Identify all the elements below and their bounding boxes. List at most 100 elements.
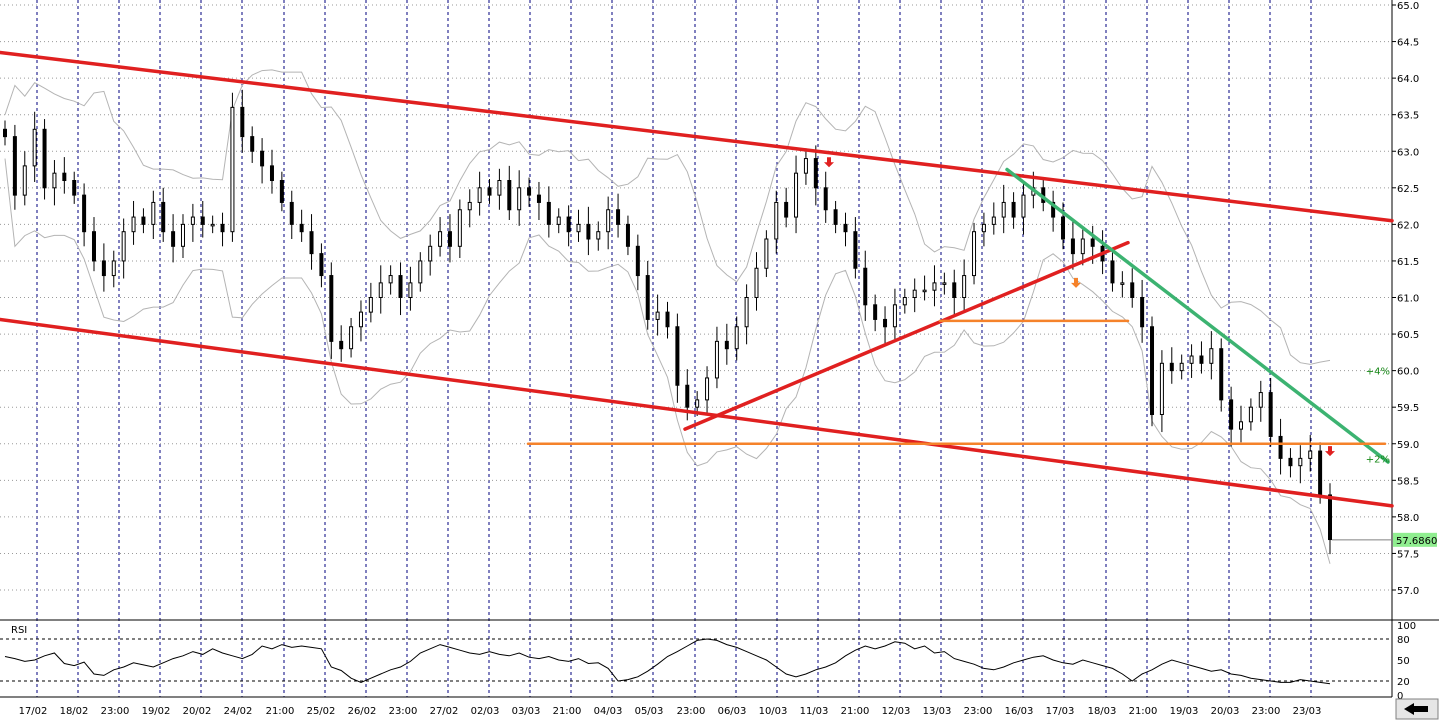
candle-body <box>764 238 769 269</box>
candle-body <box>586 223 591 240</box>
rsi-panel: RSI 100 80 50 20 0 <box>0 621 1416 702</box>
candle-body <box>62 172 67 181</box>
percent-annotation: +2% <box>1366 454 1390 465</box>
candle-body <box>1080 238 1085 255</box>
rsi-level-label: 100 <box>1397 621 1416 632</box>
candle-body <box>507 180 512 211</box>
time-tick-label: 23:00 <box>964 706 993 717</box>
candle-body <box>546 201 551 225</box>
candle-body <box>1159 362 1164 415</box>
bollinger-lower <box>4 158 1331 564</box>
candle-body <box>210 223 215 227</box>
candle-body <box>1090 238 1095 247</box>
candle-body <box>754 267 759 298</box>
price-tick-label: 60.5 <box>1397 330 1419 341</box>
scroll-left-button[interactable] <box>1395 698 1439 720</box>
left-arrow-icon[interactable] <box>1404 703 1428 715</box>
candle-body <box>813 158 818 189</box>
candle-body <box>645 275 650 320</box>
candle-body <box>823 187 828 211</box>
price-tick-label: 60.0 <box>1397 367 1419 378</box>
candle-body <box>942 282 947 285</box>
last-price-badge-bg <box>1393 532 1437 547</box>
candle-body <box>803 158 808 174</box>
price-axis: 65.0 64.5 64.0 63.5 63.0 62.5 62.0 61.5 61.0 60.5… <box>1392 1 1419 597</box>
candle-body <box>536 194 541 203</box>
candle-body <box>91 231 96 262</box>
candle-body <box>1150 326 1155 415</box>
price-tick-label: 58.0 <box>1397 513 1419 524</box>
time-tick-label: 23:00 <box>389 706 418 717</box>
candle-body <box>1278 435 1283 459</box>
candle-body <box>487 187 492 196</box>
time-axis: 17/02 18/02 23:00 19/02 20/02 24/02 21:00 25/02… <box>19 706 1322 717</box>
candle-body <box>269 165 274 181</box>
candle-body <box>576 223 581 233</box>
bollinger-bands <box>4 69 1331 564</box>
candle-body <box>279 180 284 203</box>
candle-body <box>527 187 532 196</box>
candle-body <box>72 180 77 196</box>
candle-body <box>1258 392 1263 408</box>
time-tick-label: 17/03 <box>1046 706 1075 717</box>
time-tick-label: 11/03 <box>800 706 829 717</box>
rsi-level-label: 50 <box>1397 656 1410 667</box>
candle-body <box>22 165 27 196</box>
candle-body <box>497 180 502 196</box>
candle-body <box>1328 494 1332 541</box>
candle-body <box>12 136 17 196</box>
candle-body <box>358 311 363 328</box>
price-tick-label: 64.5 <box>1397 38 1419 49</box>
time-tick-label: 26/02 <box>348 706 377 717</box>
rsi-title: RSI <box>11 625 27 636</box>
channel-upper-line <box>0 50 1394 223</box>
candle-body <box>952 282 957 298</box>
candle-body <box>1120 282 1125 285</box>
price-tick-label: 59.0 <box>1397 440 1419 451</box>
candle-body <box>418 260 423 284</box>
candle-body <box>972 231 977 277</box>
rsi-level-label: 0 <box>1397 691 1403 702</box>
down-arrow-icon <box>1325 446 1335 457</box>
candle-body <box>1021 194 1026 218</box>
candle-body <box>902 297 907 306</box>
candle-body <box>1169 362 1174 372</box>
time-tick-label: 19/03 <box>1170 706 1199 717</box>
candle-body <box>744 297 749 328</box>
candle-body <box>873 304 878 320</box>
time-tick-label: 27/02 <box>430 706 459 717</box>
candle-body <box>635 245 640 277</box>
candle-body <box>616 209 621 225</box>
price-tick-label: 62.5 <box>1397 184 1419 195</box>
signal-arrows <box>824 157 1335 457</box>
candle-body <box>42 128 47 189</box>
candle-body <box>240 106 245 138</box>
time-tick-label: 25/02 <box>307 706 336 717</box>
trend-lines: +4% +2% <box>0 50 1394 508</box>
candle-body <box>230 106 235 233</box>
candle-body <box>200 216 205 225</box>
price-tick-label: 64.0 <box>1397 74 1419 85</box>
candle-body <box>981 223 986 233</box>
candle-body <box>1179 362 1184 372</box>
time-tick-label: 06/03 <box>718 706 747 717</box>
candle-body <box>1209 348 1214 364</box>
downtrend-green-line <box>1005 167 1390 464</box>
candle-body <box>349 326 354 350</box>
candle-body <box>1189 355 1194 364</box>
candle-body <box>517 187 522 211</box>
time-tick-label: 21:00 <box>1129 706 1158 717</box>
candle-body <box>556 216 561 225</box>
candle-body <box>467 201 472 211</box>
candle-body <box>566 216 571 233</box>
candle-body <box>1219 348 1224 401</box>
candle-body <box>1110 260 1115 284</box>
bollinger-upper <box>4 69 1331 365</box>
candle-body <box>734 326 739 350</box>
time-tick-label: 18/03 <box>1088 706 1117 717</box>
candle-body <box>121 231 126 262</box>
candle-body <box>932 282 937 291</box>
candle-body <box>883 318 888 328</box>
